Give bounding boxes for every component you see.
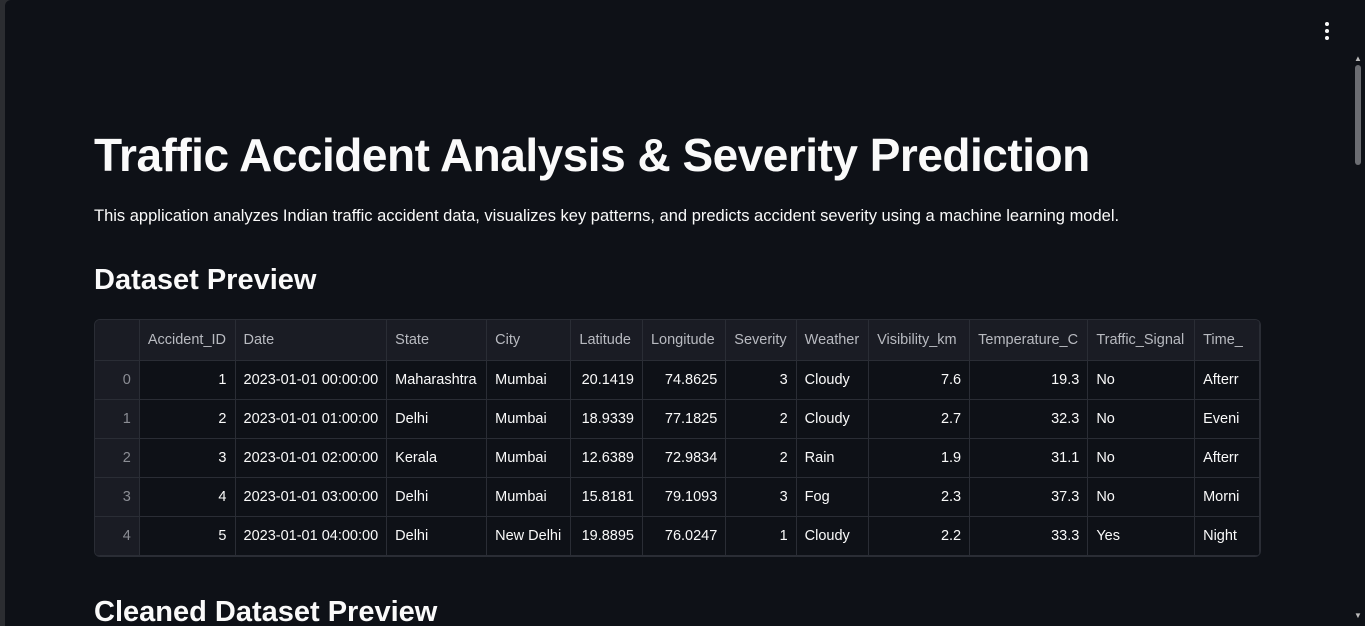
- table-cell[interactable]: 5: [139, 516, 236, 556]
- table-cell[interactable]: Delhi: [386, 477, 488, 517]
- column-header[interactable]: Severity: [725, 320, 797, 361]
- row-index[interactable]: 4: [95, 516, 140, 556]
- table-cell[interactable]: 18.9339: [570, 399, 643, 439]
- table-cell[interactable]: 2023-01-01 02:00:00: [235, 438, 388, 478]
- row-index[interactable]: 3: [95, 477, 140, 517]
- row-index[interactable]: 1: [95, 399, 140, 439]
- table-cell[interactable]: Maharashtra: [386, 360, 488, 400]
- table-cell[interactable]: Night: [1194, 516, 1260, 556]
- column-header[interactable]: [95, 320, 140, 361]
- table-cell[interactable]: Delhi: [386, 516, 488, 556]
- table-cell[interactable]: No: [1087, 477, 1196, 517]
- table-cell[interactable]: 2023-01-01 01:00:00: [235, 399, 388, 439]
- table-cell[interactable]: 74.8625: [642, 360, 727, 400]
- kebab-menu-icon: [1325, 22, 1329, 26]
- column-header[interactable]: Latitude: [570, 320, 643, 361]
- table-cell[interactable]: 19.3: [969, 360, 1089, 400]
- column-header[interactable]: Traffic_Signal: [1087, 320, 1196, 361]
- table-cell[interactable]: Mumbai: [486, 438, 572, 478]
- table-row: 0 1 2023-01-01 00:00:00 Maharashtra Mumbai 20…: [95, 360, 1260, 400]
- table-cell[interactable]: Mumbai: [486, 399, 572, 439]
- table-cell[interactable]: Fog: [796, 477, 870, 517]
- page-title: Traffic Accident Analysis & Severity Pre…: [94, 129, 1090, 181]
- table-cell[interactable]: New Delhi: [486, 516, 572, 556]
- column-header[interactable]: Temperature_C: [969, 320, 1089, 361]
- kebab-dot: [1325, 29, 1329, 33]
- table-row: 1 2 2023-01-01 01:00:00 Delhi Mumbai 18.9339 7…: [95, 399, 1260, 439]
- table-cell[interactable]: 20.1419: [570, 360, 643, 400]
- row-index[interactable]: 2: [95, 438, 140, 478]
- table-cell[interactable]: Cloudy: [796, 360, 870, 400]
- table-cell[interactable]: 1: [139, 360, 236, 400]
- table-row: 2 3 2023-01-01 02:00:00 Kerala Mumbai 12.6389…: [95, 438, 1260, 478]
- table-cell[interactable]: No: [1087, 360, 1196, 400]
- table-cell[interactable]: 31.1: [969, 438, 1089, 478]
- table-cell[interactable]: 2.3: [868, 477, 971, 517]
- table-cell[interactable]: Afterr: [1194, 360, 1260, 400]
- column-header[interactable]: Visibility_km: [868, 320, 971, 361]
- column-header[interactable]: Longitude: [642, 320, 727, 361]
- table-cell[interactable]: 3: [725, 477, 797, 517]
- column-header[interactable]: City: [486, 320, 572, 361]
- page-scrollbar[interactable]: ▲ ▼: [1352, 54, 1362, 620]
- main-menu-button[interactable]: [1317, 18, 1337, 44]
- column-header[interactable]: Weather: [796, 320, 870, 361]
- column-header[interactable]: Date: [235, 320, 388, 361]
- table-cell[interactable]: 77.1825: [642, 399, 727, 439]
- table-cell[interactable]: 72.9834: [642, 438, 727, 478]
- table-cell[interactable]: 76.0247: [642, 516, 727, 556]
- table-cell[interactable]: Cloudy: [796, 399, 870, 439]
- table-cell[interactable]: 2: [725, 438, 797, 478]
- table-cell[interactable]: Delhi: [386, 399, 488, 439]
- dataset-preview-heading: Dataset Preview: [94, 264, 317, 296]
- table-cell[interactable]: Rain: [796, 438, 870, 478]
- table-cell[interactable]: 1.9: [868, 438, 971, 478]
- table-cell[interactable]: 2023-01-01 04:00:00: [235, 516, 388, 556]
- cleaned-dataset-heading: Cleaned Dataset Preview: [94, 596, 438, 626]
- table-cell[interactable]: 32.3: [969, 399, 1089, 439]
- table-cell[interactable]: Afterr: [1194, 438, 1260, 478]
- table-cell[interactable]: 2023-01-01 03:00:00: [235, 477, 388, 517]
- table-cell[interactable]: 2: [725, 399, 797, 439]
- table-cell[interactable]: No: [1087, 399, 1196, 439]
- table-cell[interactable]: 12.6389: [570, 438, 643, 478]
- column-header[interactable]: State: [386, 320, 488, 361]
- app-description: This application analyzes Indian traffic…: [94, 207, 1120, 225]
- column-header[interactable]: Accident_ID: [139, 320, 236, 361]
- table-cell[interactable]: 15.8181: [570, 477, 643, 517]
- column-header[interactable]: Time_: [1194, 320, 1260, 361]
- table-cell[interactable]: Eveni: [1194, 399, 1260, 439]
- row-index[interactable]: 0: [95, 360, 140, 400]
- table-cell[interactable]: Kerala: [386, 438, 488, 478]
- scrollbar-thumb[interactable]: [1355, 65, 1361, 165]
- table-cell[interactable]: 1: [725, 516, 797, 556]
- table-cell[interactable]: Morni: [1194, 477, 1260, 517]
- table-cell[interactable]: 2.2: [868, 516, 971, 556]
- table-cell[interactable]: 79.1093: [642, 477, 727, 517]
- kebab-dot: [1325, 36, 1329, 40]
- table-cell[interactable]: No: [1087, 438, 1196, 478]
- app-window: ▲ ▼ Traffic Accident Analysis & Severity…: [5, 0, 1365, 626]
- scroll-up-icon[interactable]: ▲: [1354, 54, 1362, 63]
- table-row: 3 4 2023-01-01 03:00:00 Delhi Mumbai 15.8181 7…: [95, 477, 1260, 517]
- table-header-row: Accident_ID Date State City Latitude Longitud…: [95, 320, 1260, 361]
- table-cell[interactable]: 33.3: [969, 516, 1089, 556]
- table-cell[interactable]: 2.7: [868, 399, 971, 439]
- table-cell[interactable]: Cloudy: [796, 516, 870, 556]
- table-cell[interactable]: 2023-01-01 00:00:00: [235, 360, 388, 400]
- table-cell[interactable]: 4: [139, 477, 236, 517]
- table-cell[interactable]: Mumbai: [486, 477, 572, 517]
- scroll-down-icon[interactable]: ▼: [1354, 611, 1362, 620]
- table-cell[interactable]: Yes: [1087, 516, 1196, 556]
- dataset-preview-table[interactable]: Accident_ID Date State City Latitude Longitud…: [94, 319, 1261, 557]
- table-cell[interactable]: 19.8895: [570, 516, 643, 556]
- table-cell[interactable]: 3: [139, 438, 236, 478]
- table-cell[interactable]: 2: [139, 399, 236, 439]
- table-cell[interactable]: 3: [725, 360, 797, 400]
- table-row: 4 5 2023-01-01 04:00:00 Delhi New Delhi 19.88…: [95, 516, 1260, 556]
- table-cell[interactable]: 37.3: [969, 477, 1089, 517]
- table-cell[interactable]: Mumbai: [486, 360, 572, 400]
- table-cell[interactable]: 7.6: [868, 360, 971, 400]
